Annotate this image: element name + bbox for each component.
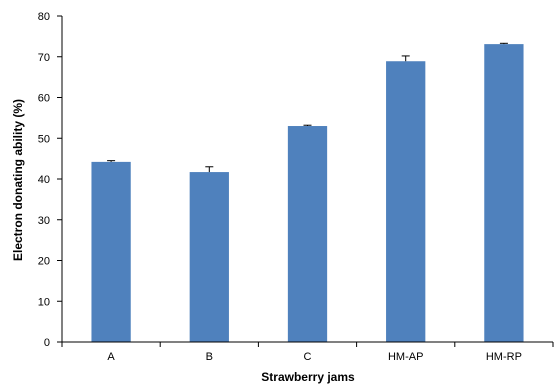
- bar-b: [189, 172, 229, 342]
- bar-hm-ap: [386, 61, 426, 343]
- bar-c: [287, 126, 328, 343]
- bar-a: [91, 161, 131, 342]
- x-ticks-group: A B C HM-AP HM-RP: [61, 342, 554, 363]
- y-ticks-group: 0 10 20 30 40 50 60 70 80: [38, 11, 62, 349]
- x-axis-title: Strawberry jams: [261, 370, 355, 384]
- y-tick-label: 0: [44, 337, 50, 349]
- y-tick-label: 40: [38, 174, 50, 186]
- y-tick-label: 10: [38, 296, 50, 308]
- x-tick-label: C: [304, 351, 312, 363]
- y-tick-label: 60: [38, 93, 50, 105]
- y-tick-label: 70: [38, 52, 50, 64]
- x-tick-label: HM-AP: [388, 351, 423, 363]
- x-tick-label: B: [206, 351, 213, 363]
- y-tick-label: 80: [38, 11, 50, 23]
- y-tick-label: 50: [38, 133, 50, 145]
- x-tick-label: A: [107, 351, 115, 363]
- y-tick-label: 30: [38, 215, 50, 227]
- x-tick-label: HM-RP: [486, 351, 522, 363]
- y-tick-label: 20: [38, 256, 50, 268]
- bars-group: [91, 44, 524, 343]
- error-bars-group: [107, 42, 508, 173]
- bar-hm-rp: [484, 44, 524, 343]
- y-axis-title: Electron donating ability (%): [11, 99, 25, 261]
